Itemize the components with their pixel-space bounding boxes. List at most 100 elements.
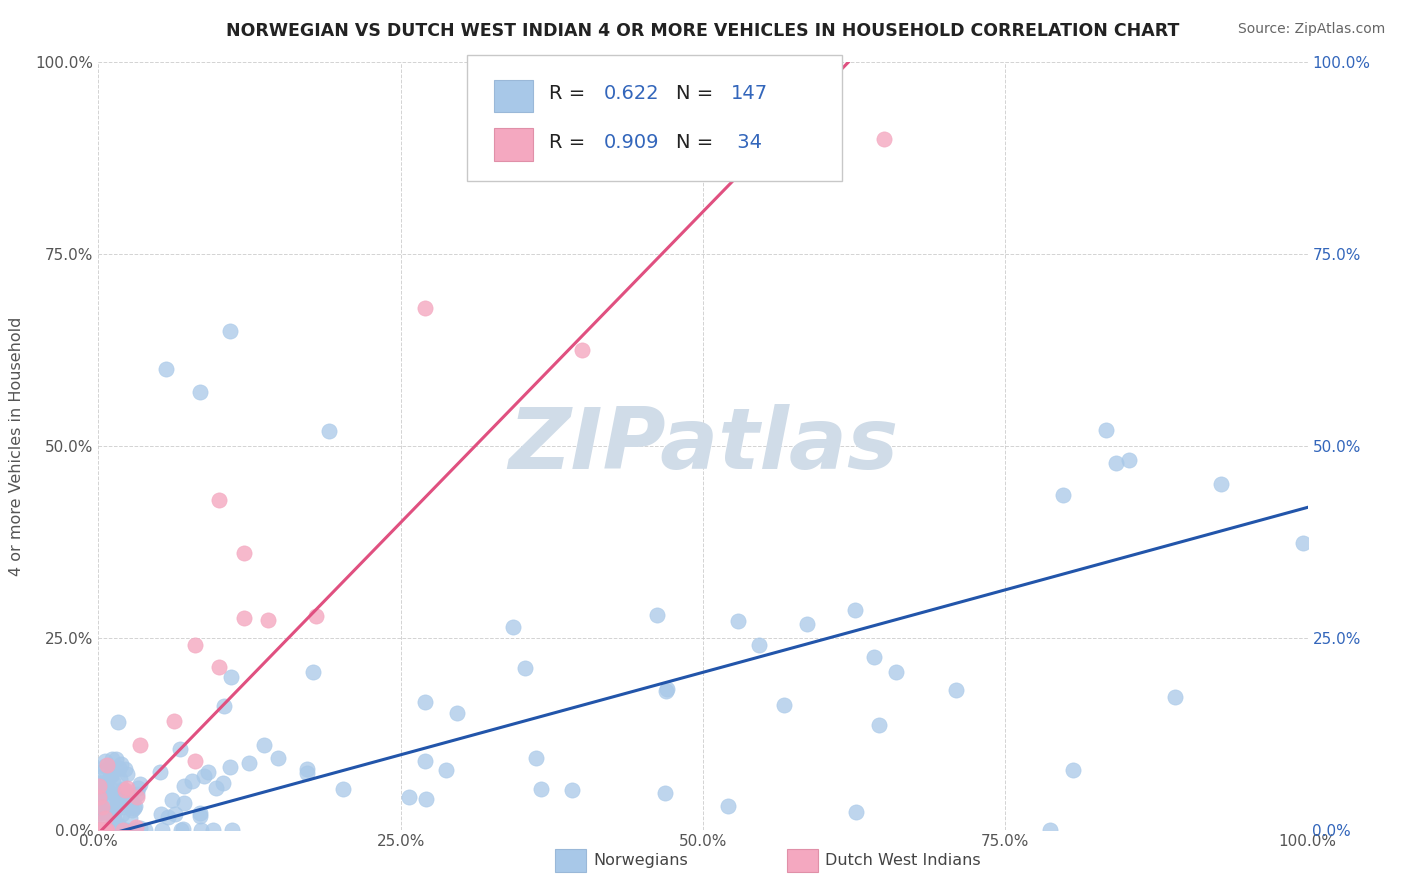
- Point: [90, 787, 112, 801]
- Point: [193, 768, 215, 782]
- Point: [91, 799, 114, 814]
- Point: [1052, 488, 1074, 502]
- Point: [93, 822, 115, 837]
- Point: [117, 781, 139, 796]
- FancyBboxPatch shape: [494, 80, 533, 112]
- Point: [93, 822, 115, 837]
- Point: [163, 714, 186, 728]
- Point: [100, 751, 122, 765]
- Point: [1291, 536, 1313, 550]
- Point: [232, 546, 254, 560]
- Point: [845, 805, 868, 819]
- Point: [94, 811, 117, 825]
- Point: [446, 706, 468, 720]
- Point: [107, 800, 129, 814]
- Point: [163, 807, 186, 822]
- Point: [415, 792, 437, 806]
- Point: [208, 660, 231, 674]
- Point: [190, 822, 212, 837]
- Point: [96, 822, 118, 837]
- Point: [868, 718, 890, 732]
- Point: [773, 698, 796, 713]
- Point: [238, 756, 260, 770]
- Point: [170, 822, 193, 837]
- Point: [94, 822, 117, 837]
- Point: [105, 791, 128, 805]
- Point: [87, 822, 110, 837]
- Point: [114, 822, 136, 837]
- Point: [190, 806, 212, 821]
- Point: [89, 822, 111, 837]
- Point: [415, 695, 437, 709]
- Point: [100, 767, 122, 781]
- Point: [150, 807, 173, 822]
- Point: [1209, 476, 1232, 491]
- Point: [87, 779, 110, 793]
- Point: [93, 822, 115, 837]
- Point: [112, 785, 135, 799]
- Point: [1095, 423, 1118, 437]
- Point: [945, 682, 967, 697]
- Point: [114, 783, 136, 797]
- Point: [96, 758, 118, 772]
- Point: [218, 760, 240, 774]
- Point: [101, 782, 124, 797]
- Point: [90, 822, 112, 837]
- Point: [87, 822, 110, 837]
- Text: Norwegians: Norwegians: [593, 854, 688, 868]
- Point: [108, 822, 131, 837]
- Text: 147: 147: [731, 84, 768, 103]
- Point: [398, 789, 420, 804]
- Point: [89, 792, 111, 806]
- Point: [87, 822, 110, 837]
- Text: R =: R =: [550, 84, 592, 103]
- Text: ZIPatlas: ZIPatlas: [508, 404, 898, 488]
- Point: [110, 784, 132, 798]
- Point: [197, 764, 219, 779]
- Point: [101, 775, 124, 789]
- Point: [717, 799, 740, 814]
- Point: [115, 767, 138, 781]
- Point: [94, 822, 117, 837]
- Text: R =: R =: [550, 134, 592, 153]
- Point: [434, 763, 457, 777]
- Point: [93, 822, 115, 837]
- Point: [90, 822, 112, 837]
- Point: [221, 822, 243, 837]
- Point: [97, 822, 120, 837]
- Point: [125, 788, 148, 802]
- Point: [120, 788, 142, 802]
- Point: [104, 751, 127, 765]
- Point: [232, 611, 254, 625]
- Point: [103, 806, 125, 821]
- Point: [873, 132, 896, 146]
- Point: [118, 811, 141, 825]
- Point: [89, 789, 111, 804]
- Point: [295, 766, 318, 780]
- Point: [101, 810, 124, 824]
- Point: [114, 762, 136, 776]
- Point: [121, 794, 143, 808]
- Point: [256, 613, 278, 627]
- Point: [173, 822, 195, 836]
- Point: [748, 638, 770, 652]
- Point: [122, 801, 145, 815]
- Point: [128, 738, 150, 752]
- Point: [104, 814, 127, 828]
- Point: [253, 738, 276, 752]
- Point: [155, 362, 177, 376]
- Point: [89, 777, 111, 791]
- Point: [128, 821, 150, 835]
- Point: [100, 768, 122, 782]
- Point: [1038, 822, 1060, 837]
- Point: [101, 764, 124, 778]
- Point: [107, 790, 129, 805]
- Point: [149, 764, 172, 779]
- Point: [571, 343, 593, 358]
- Point: [129, 777, 152, 791]
- Point: [796, 617, 818, 632]
- Point: [502, 620, 524, 634]
- Point: [111, 782, 134, 797]
- Point: [212, 776, 235, 790]
- Point: [127, 781, 149, 796]
